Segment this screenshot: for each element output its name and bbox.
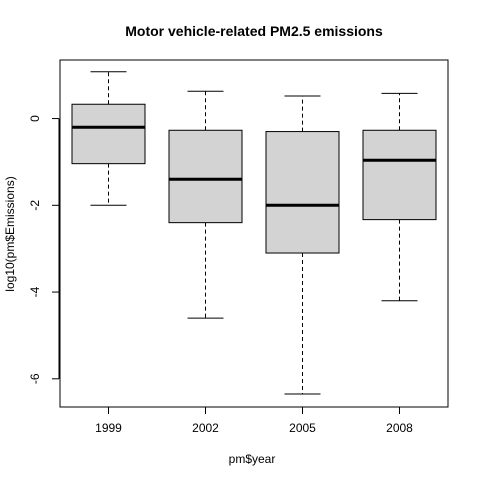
x-axis: 1999 2002 2005 2008	[95, 406, 413, 435]
y-tick-label: -6	[28, 373, 42, 384]
y-axis-label: log10(pm$Emissions)	[3, 176, 17, 291]
y-tick-label: -4	[28, 286, 42, 297]
y-axis: 0 -2 -4 -6	[28, 115, 60, 384]
box-2005	[265, 95, 340, 395]
box-2002	[168, 90, 243, 319]
box-iqr	[362, 129, 437, 221]
boxes-group	[71, 71, 437, 395]
box-2008	[362, 92, 437, 302]
box-iqr	[265, 131, 340, 254]
x-tick-label: 2002	[192, 421, 219, 435]
box-iqr	[71, 103, 146, 165]
x-tick-label: 2008	[386, 421, 413, 435]
chart-title: Motor vehicle-related PM2.5 emissions	[125, 23, 383, 39]
x-tick-label: 1999	[95, 421, 122, 435]
x-axis-label: pm$year	[229, 452, 276, 466]
x-tick-label: 2005	[289, 421, 316, 435]
box-1999	[71, 71, 146, 206]
y-tick-label: -2	[28, 200, 42, 211]
y-tick-label: 0	[28, 115, 42, 122]
box-iqr	[168, 129, 243, 224]
